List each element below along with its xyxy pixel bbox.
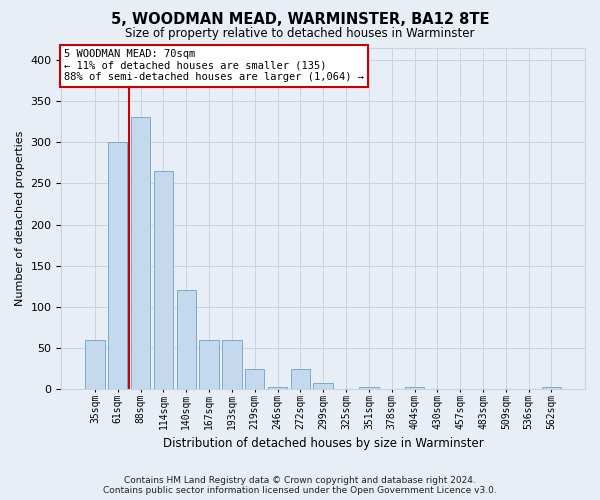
Bar <box>245 368 265 389</box>
Bar <box>199 340 219 389</box>
Bar <box>359 387 379 389</box>
Bar <box>405 387 424 389</box>
Y-axis label: Number of detached properties: Number of detached properties <box>15 130 25 306</box>
Bar <box>108 142 127 389</box>
Text: Size of property relative to detached houses in Warminster: Size of property relative to detached ho… <box>125 26 475 40</box>
Bar <box>85 340 104 389</box>
Text: Contains HM Land Registry data © Crown copyright and database right 2024.
Contai: Contains HM Land Registry data © Crown c… <box>103 476 497 495</box>
Bar <box>131 118 150 389</box>
Bar <box>313 382 333 389</box>
Bar <box>154 171 173 389</box>
Text: 5, WOODMAN MEAD, WARMINSTER, BA12 8TE: 5, WOODMAN MEAD, WARMINSTER, BA12 8TE <box>111 12 489 28</box>
Bar <box>542 387 561 389</box>
Bar <box>290 368 310 389</box>
Text: 5 WOODMAN MEAD: 70sqm
← 11% of detached houses are smaller (135)
88% of semi-det: 5 WOODMAN MEAD: 70sqm ← 11% of detached … <box>64 49 364 82</box>
Bar <box>268 387 287 389</box>
Bar <box>176 290 196 389</box>
Bar <box>222 340 242 389</box>
X-axis label: Distribution of detached houses by size in Warminster: Distribution of detached houses by size … <box>163 437 484 450</box>
